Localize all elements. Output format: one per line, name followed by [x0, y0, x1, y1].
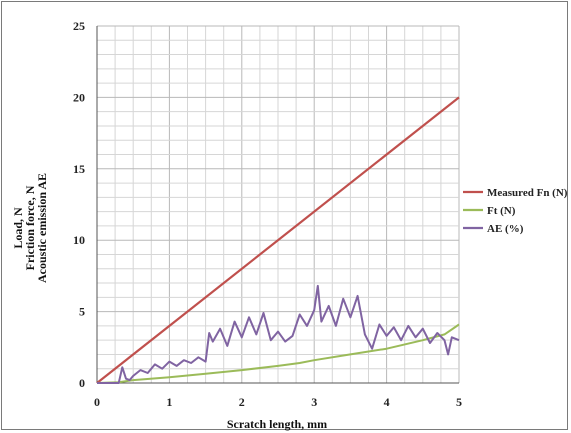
x-tick-label: 1 [166, 395, 172, 409]
series-line-1 [96, 96, 460, 384]
series-line-3 [97, 284, 460, 384]
y-tick-label: 20 [73, 90, 85, 104]
legend-label: Ft (N) [487, 205, 516, 217]
x-tick-label: 4 [384, 395, 390, 409]
y-tick-label: 25 [73, 19, 85, 33]
y-tick-label: 10 [73, 233, 85, 247]
legend-label: AE (%) [487, 223, 524, 235]
y-tick-label: 15 [73, 162, 85, 176]
x-tick-label: 2 [239, 395, 245, 409]
y-axis-label-line-2: Friction force, N [23, 185, 37, 270]
x-axis-label: Scratch length, mm [227, 417, 327, 431]
legend: Measured Fn (N) Ft (N) AE (%) [463, 187, 568, 235]
y-tick-label: 0 [79, 376, 85, 390]
y-tick-label: 5 [79, 305, 85, 319]
y-axis-label-line-3: Acoustic emission AE [35, 173, 49, 283]
series-lines [96, 96, 460, 384]
y-axis-label-line-1: Load, N [11, 207, 25, 249]
x-tick-labels: 0 1 2 3 4 5 [94, 395, 462, 409]
legend-label: Measured Fn (N) [487, 187, 568, 199]
x-tick-label: 5 [456, 395, 462, 409]
x-tick-label: 3 [311, 395, 317, 409]
y-axis-label: Load, N Friction force, N Acoustic emiss… [11, 173, 49, 283]
axes [96, 26, 459, 384]
grid [96, 25, 460, 384]
series-line-2 [96, 323, 460, 384]
x-tick-label: 0 [94, 395, 100, 409]
y-tick-labels: 0 5 10 15 20 25 [73, 19, 85, 390]
